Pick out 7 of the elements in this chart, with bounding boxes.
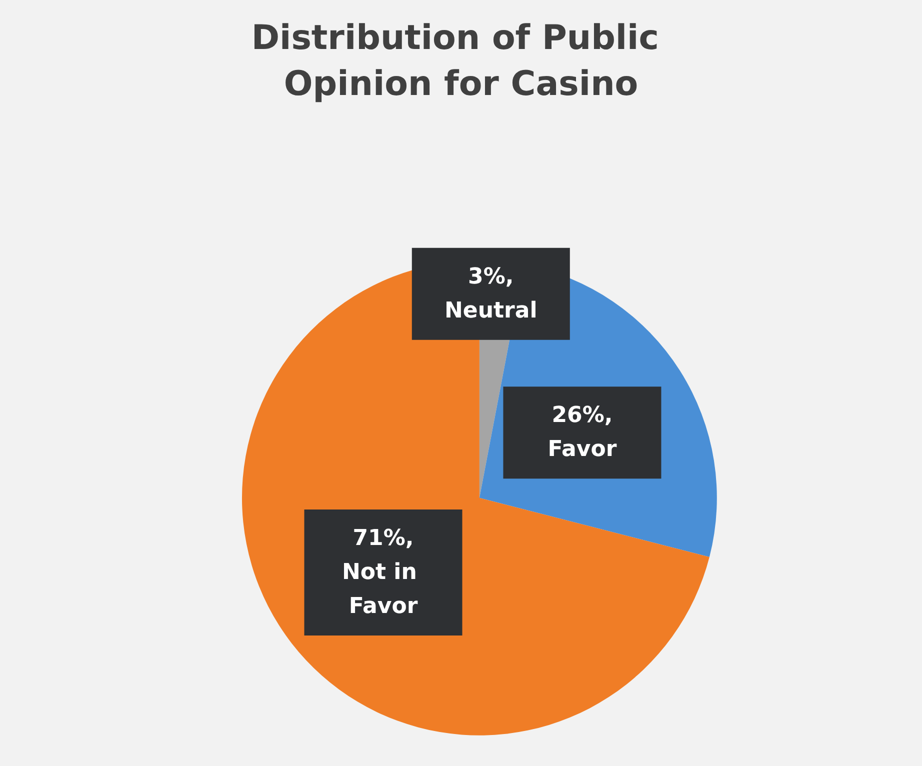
data-label: 3%,	[468, 264, 514, 290]
data-label: 26%,	[552, 403, 613, 428]
slice-label: Favor	[548, 437, 617, 462]
data-label: 71%,	[352, 526, 414, 552]
chart-title: Distribution of Public Opinion for Casino	[251, 18, 671, 104]
slice-label: Neutral	[444, 298, 538, 324]
slice-label: Not in Favor	[342, 560, 425, 620]
